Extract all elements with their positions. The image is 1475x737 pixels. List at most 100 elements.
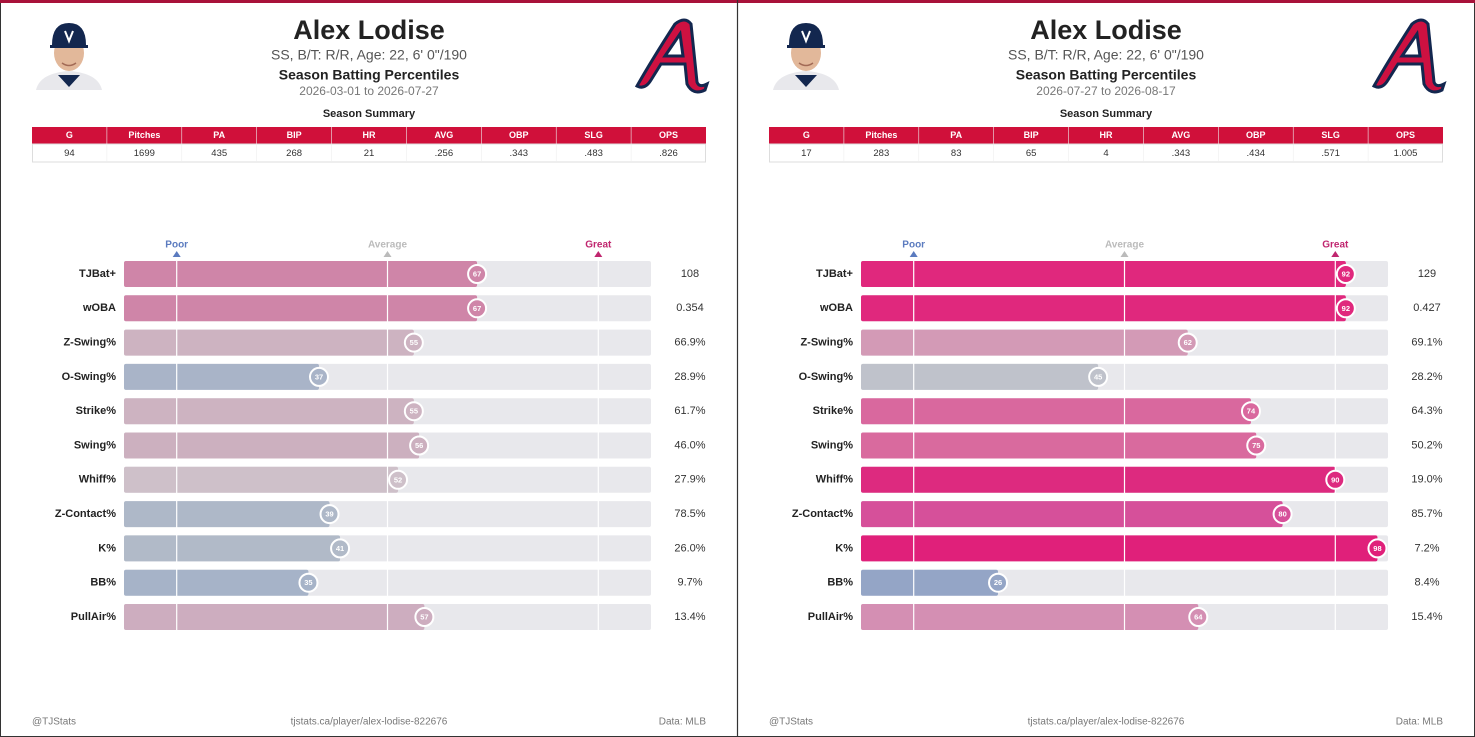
player-name: Alex Lodise: [1030, 15, 1182, 45]
percentile-dot: [388, 469, 409, 490]
table-cell: .571: [1321, 148, 1340, 159]
x-tick-marker: [383, 251, 392, 257]
x-tick-label: Great: [585, 240, 612, 251]
table-cell: 21: [364, 148, 375, 159]
table-cell: 4: [1103, 148, 1108, 159]
bar: [124, 295, 478, 322]
bar: [861, 398, 1251, 425]
footer-left: @TJStats: [32, 717, 76, 728]
percentile-label: 67: [473, 269, 481, 278]
row-label: Z-Contact%: [792, 508, 853, 520]
row-label: PullAir%: [808, 611, 853, 623]
percentile-dot: [467, 298, 488, 319]
table-column: SLG: [584, 130, 603, 140]
row-label: BB%: [90, 577, 116, 589]
table-body: [769, 143, 1443, 163]
percentile-label: 74: [1247, 407, 1256, 416]
table-cell: 1.005: [1394, 148, 1418, 159]
row-label: wOBA: [82, 302, 116, 314]
table-cell: 1699: [134, 148, 155, 159]
row-label: Whiff%: [79, 474, 116, 486]
percentile-label: 92: [1342, 304, 1350, 313]
x-tick-label: Great: [1322, 240, 1349, 251]
percentile-label: 26: [994, 578, 1002, 587]
percentile-dot: [1177, 332, 1198, 353]
percentile-dot: [298, 572, 319, 593]
table-column: G: [66, 130, 73, 140]
table-column: OBP: [509, 130, 529, 140]
table-cell: .434: [1247, 148, 1266, 159]
row-label: K%: [835, 542, 853, 554]
x-tick-marker: [172, 251, 181, 257]
stat-value: 0.354: [676, 302, 704, 314]
panel: Alex Lodise SS, B/T: R/R, Age: 22, 6' 0"/…: [32, 15, 706, 728]
percentile-dot: [467, 264, 488, 284]
player-info: SS, B/T: R/R, Age: 22, 6' 0"/190: [1008, 47, 1204, 63]
stat-value: 66.9%: [674, 337, 705, 349]
percentile-dot: [403, 332, 424, 353]
table-cell: 83: [951, 148, 962, 159]
bar: [861, 501, 1283, 528]
table-column: AVG: [1171, 130, 1190, 140]
stat-value: 8.4%: [1414, 577, 1439, 589]
percentile-label: 57: [420, 612, 428, 621]
table-column: OBP: [1246, 130, 1266, 140]
percentile-label: 41: [336, 544, 344, 553]
percentile-dot: [1188, 607, 1209, 627]
table-caption: Season Summary: [323, 108, 416, 120]
table-cell: 435: [211, 148, 227, 159]
stat-value: 108: [681, 268, 699, 280]
row-label: TJBat+: [79, 268, 116, 280]
percentile-label: 98: [1373, 544, 1381, 553]
bar: [861, 261, 1346, 287]
x-tick-marker: [1120, 251, 1129, 257]
stat-value: 69.1%: [1411, 337, 1442, 349]
table-column: HR: [1100, 130, 1113, 140]
table-column: OPS: [659, 130, 678, 140]
bar: [861, 363, 1099, 390]
date-range: 2026-03-01 to 2026-07-27: [299, 84, 439, 98]
x-tick-marker: [1331, 251, 1340, 257]
chart-heading: Season Batting Percentiles: [279, 67, 460, 83]
table-body: [32, 143, 706, 163]
bar: [124, 329, 414, 356]
footer-left: @TJStats: [769, 717, 813, 728]
percentile-label: 92: [1342, 269, 1350, 278]
stat-value: 9.7%: [677, 577, 702, 589]
bar: [861, 604, 1199, 630]
stat-value: 27.9%: [674, 474, 705, 486]
player-info: SS, B/T: R/R, Age: 22, 6' 0"/190: [271, 47, 467, 63]
row-label: Z-Swing%: [800, 337, 853, 349]
x-tick-label: Poor: [902, 240, 925, 251]
stat-value: 85.7%: [1411, 508, 1442, 520]
bar: [861, 295, 1346, 322]
table-cell: .826: [659, 148, 678, 159]
table-cell: .343: [510, 148, 529, 159]
percentile-label: 45: [1094, 372, 1102, 381]
row-label: PullAir%: [71, 611, 116, 623]
x-tick-label: Average: [368, 240, 408, 251]
stat-value: 61.7%: [674, 405, 705, 417]
percentile-dot: [1325, 469, 1346, 490]
percentile-dot: [330, 538, 351, 559]
footer-right: Data: MLB: [659, 717, 707, 728]
percentile-dot: [988, 572, 1009, 593]
percentile-label: 55: [410, 407, 418, 416]
x-tick-marker: [909, 251, 918, 257]
headshot: [768, 14, 844, 91]
percentile-label: 80: [1278, 510, 1286, 519]
row-label: TJBat+: [816, 268, 853, 280]
row-label: Swing%: [811, 439, 853, 451]
row-label: Z-Contact%: [55, 508, 116, 520]
table-cell: 17: [801, 148, 812, 159]
table-column: BIP: [1024, 130, 1039, 140]
table-column: SLG: [1321, 130, 1340, 140]
table-header: [32, 127, 706, 144]
player-name: Alex Lodise: [293, 15, 445, 45]
table-column: Pitches: [865, 130, 897, 140]
percentile-label: 52: [394, 475, 402, 484]
row-label: Strike%: [813, 405, 854, 417]
stat-value: 28.2%: [1411, 371, 1442, 383]
bar: [124, 501, 330, 528]
percentile-dot: [1088, 366, 1109, 387]
